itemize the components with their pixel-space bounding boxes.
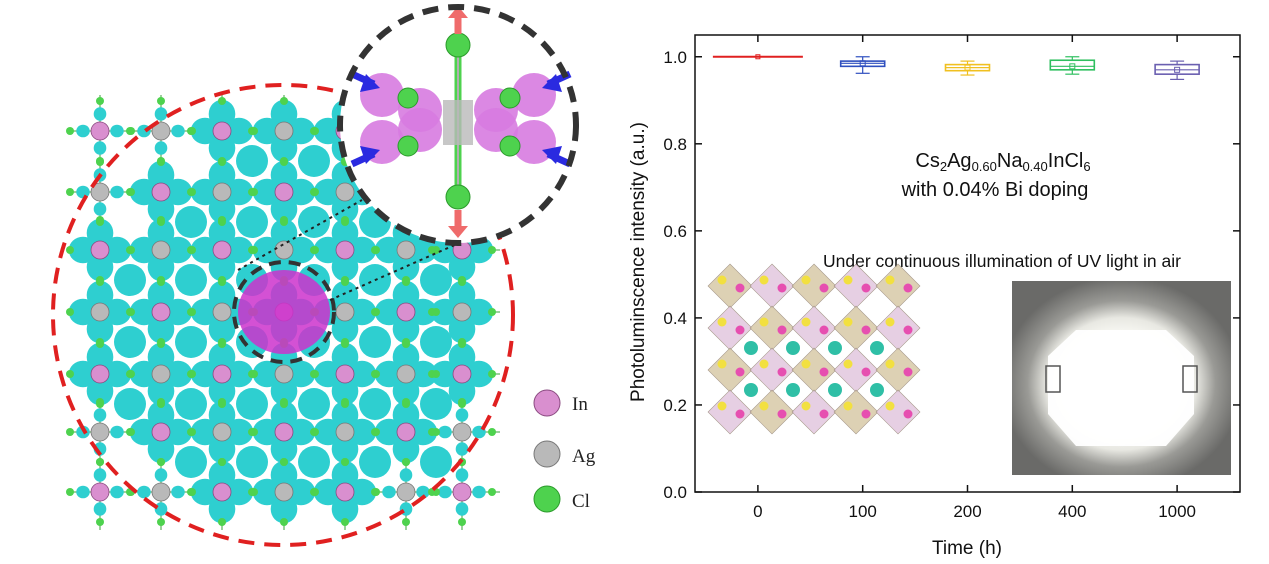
uv-illumination-photo bbox=[1012, 281, 1231, 475]
box-1000 bbox=[1154, 60, 1200, 80]
pl-stability-chart: 0.0 0.2 0.4 0.6 0.8 1.0 0 100 200 400 1000 Photol… bbox=[628, 34, 1241, 559]
x-tick-label: 1000 bbox=[1158, 502, 1196, 521]
legend-label-in: In bbox=[572, 394, 588, 415]
y-tick-label: 1.0 bbox=[663, 48, 687, 67]
formula-label: Cs2Ag0.60Na0.40InCl6 bbox=[915, 150, 1090, 174]
atom-legend: In Ag Cl bbox=[533, 389, 596, 513]
y-tick-label: 0.4 bbox=[663, 309, 687, 328]
small-dashed-circle bbox=[232, 260, 336, 364]
x-tick-label: 200 bbox=[953, 502, 981, 521]
y-tick-label: 0.6 bbox=[663, 222, 687, 241]
y-tick-label: 0.2 bbox=[663, 396, 687, 415]
box-0 bbox=[712, 54, 803, 60]
x-tick-label: 0 bbox=[753, 502, 762, 521]
legend-label-cl: Cl bbox=[572, 491, 590, 512]
legend-swatch-cl bbox=[533, 485, 561, 513]
x-tick-label: 100 bbox=[849, 502, 877, 521]
box-mean-marker bbox=[859, 60, 866, 67]
lattice-figure: In Ag Cl bbox=[51, 4, 596, 547]
x-axis: 0 100 200 400 1000 bbox=[753, 35, 1196, 521]
zoom-connector-line bbox=[237, 199, 363, 271]
legend-swatch-in bbox=[533, 389, 561, 417]
y-tick-label: 0.8 bbox=[663, 135, 687, 154]
box-body bbox=[1049, 59, 1096, 71]
zoom-inset bbox=[337, 4, 579, 246]
x-axis-title: Time (h) bbox=[932, 538, 1002, 559]
box-mean-marker bbox=[964, 64, 971, 71]
box-series bbox=[712, 54, 1200, 80]
legend-swatch-ag bbox=[533, 440, 561, 468]
x-tick-label: 400 bbox=[1058, 502, 1086, 521]
y-axis-title: Photoluminscence intensity (a.u.) bbox=[628, 122, 649, 402]
y-axis: 0.0 0.2 0.4 0.6 0.8 1.0 bbox=[663, 48, 1240, 502]
doping-label: with 0.04% Bi doping bbox=[901, 179, 1089, 201]
red-dashed-circle bbox=[51, 83, 515, 547]
legend-label-ag: Ag bbox=[572, 446, 596, 467]
box-mean-marker bbox=[1174, 66, 1181, 73]
y-tick-label: 0.0 bbox=[663, 483, 687, 502]
box-100 bbox=[839, 56, 886, 74]
box-mean-marker bbox=[755, 54, 761, 60]
central-magenta-isosurface bbox=[238, 270, 330, 354]
illumination-label: Under continuous illumination of UV ligh… bbox=[823, 251, 1181, 271]
box-400 bbox=[1049, 56, 1096, 75]
box-mean-marker bbox=[1069, 63, 1076, 70]
box-200 bbox=[944, 60, 991, 76]
crystal-structure-image bbox=[707, 263, 921, 435]
